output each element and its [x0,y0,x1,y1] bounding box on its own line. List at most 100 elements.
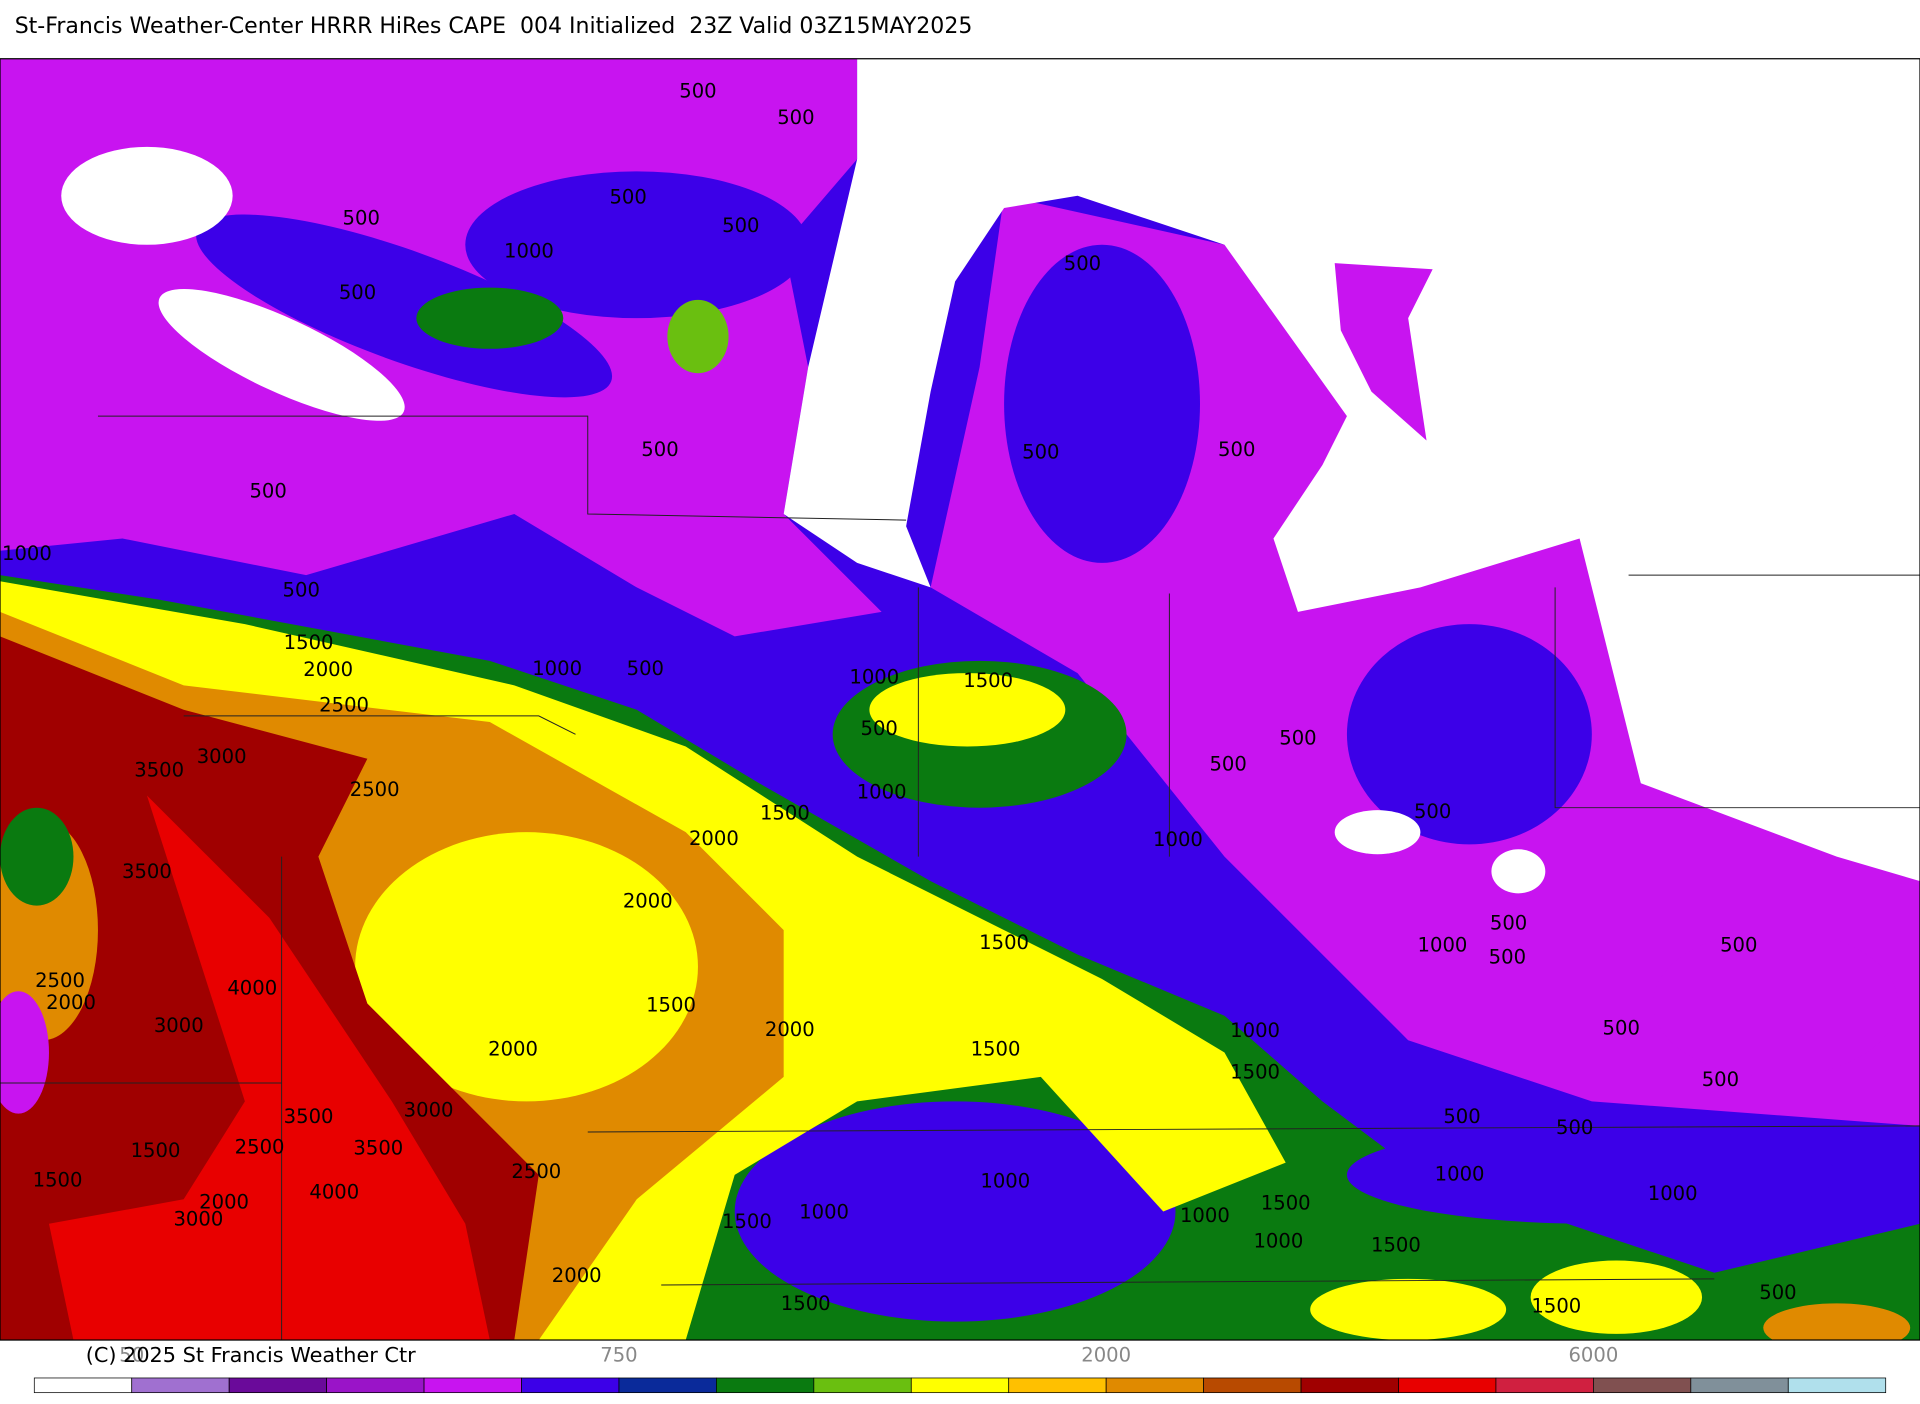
colorbar-label: 2000 [1081,1343,1131,1366]
borders [0,415,1920,1341]
colorbar-swatch [1495,1377,1594,1394]
contour-label: 500 [860,717,897,740]
contour-label: 500 [339,281,376,304]
contour-label: 500 [249,479,286,502]
contour-label: 500 [1759,1281,1796,1304]
contour-label: 1500 [646,993,696,1016]
contour-label: 2500 [350,778,400,801]
contour-label: 500 [627,657,664,680]
contour-label: 1000 [2,542,52,565]
field-blue [1004,244,1200,563]
contour-label: 500 [679,79,716,102]
contour-label: 2000 [488,1038,538,1061]
colorbar-label: 750 [600,1343,637,1366]
field-white [1334,810,1421,855]
field-yellow [1310,1278,1507,1341]
contour-label: 500 [722,214,759,237]
contour-label: 3000 [197,745,247,768]
colorbar-swatch [326,1377,425,1394]
colorbar-swatch [618,1377,717,1394]
contour-label: 1500 [971,1038,1021,1061]
colorbar-swatch [1690,1377,1789,1394]
contour-label: 500 [283,579,320,602]
title: St-Francis Weather-Center HRRR HiRes CAP… [15,14,973,39]
state-border [1554,587,1920,809]
colorbar-swatch [228,1377,327,1394]
field-magenta [1653,930,1898,1077]
colorbar-label: 6000 [1568,1343,1618,1366]
contour-label: 500 [343,207,380,230]
contour-label: 500 [641,438,678,461]
contour-label: 500 [1414,800,1451,823]
colorbar-swatch [1105,1377,1204,1394]
colorbar-label: 50 [119,1343,144,1366]
field-green [0,807,74,906]
contour-label: 3000 [404,1099,454,1122]
contour-label: 1000 [1153,828,1203,851]
field-yellow [355,832,698,1102]
contour-label: 2500 [235,1135,285,1158]
field-green [416,287,564,349]
contour-label: 500 [1603,1017,1640,1040]
contour-label: 3500 [353,1137,403,1160]
contour-label: 1500 [1371,1233,1421,1256]
contour-label: 1000 [504,240,554,263]
contour-label: 500 [1218,438,1255,461]
contour-label: 1500 [979,931,1029,954]
map-frame [0,58,1920,1341]
contour-label: 1000 [1435,1162,1485,1185]
contour-label: 4000 [309,1181,359,1204]
copyright: (C) 2025 St Francis Weather Ctr [86,1343,416,1367]
contour-label: 3500 [284,1105,334,1128]
contour-label: 500 [1209,752,1246,775]
colorbar-swatch [1008,1377,1107,1394]
contour-label: 1000 [857,781,907,804]
contour-label: 1500 [781,1292,831,1315]
contour-label: 1000 [980,1170,1030,1193]
colorbar-swatch [1203,1377,1302,1394]
contour-label: 2500 [35,969,85,992]
contour-label: 1000 [1230,1019,1280,1042]
field-blue [1346,1125,1837,1224]
contour-label: 1000 [849,665,899,688]
colorbar-swatch [1787,1377,1887,1394]
contour-label: 2500 [511,1160,561,1183]
contour-label: 1000 [1648,1182,1698,1205]
contour-label: 500 [1702,1068,1739,1091]
contour-label: 500 [1279,727,1316,750]
contour-label: 500 [1720,933,1757,956]
field-white [1491,849,1546,894]
contour-label: 1500 [284,631,334,654]
contour-label: 1500 [33,1168,83,1191]
contour-label: 2000 [689,827,739,850]
cape-field [0,58,1920,1341]
colorbar-swatch [813,1377,912,1394]
contour-label: 1500 [722,1210,772,1233]
contour-label: 4000 [227,976,277,999]
colorbar-swatch [1593,1377,1692,1394]
contour-label: 3500 [122,860,172,883]
contour-label: 1000 [799,1200,849,1223]
colorbar: 50 750 2000 6000 [33,1343,1887,1394]
contour-label: 1500 [131,1139,181,1162]
colorbar-swatch [521,1377,620,1394]
contour-label: 1000 [532,657,582,680]
field-white [158,288,405,421]
contour-label: 1500 [1531,1294,1581,1317]
contour-label: 1500 [760,801,810,824]
contour-label: 1000 [1253,1230,1303,1253]
contour-label: 1500 [1230,1061,1280,1084]
state-border [587,1125,1920,1133]
contour-label: 2000 [623,889,673,912]
field-white [783,58,1920,882]
contour-label: 2000 [765,1018,815,1041]
field-green [667,299,729,374]
field-blue [196,214,613,398]
contour-labels: 500 500 500 500 500 1000 500 500 500 500 500 500 100… [2,79,1797,1317]
contour-label: 500 [1064,252,1101,275]
colorbar-swatch [423,1377,522,1394]
contour-label: 500 [1489,946,1526,969]
contour-label: 500 [1022,440,1059,463]
